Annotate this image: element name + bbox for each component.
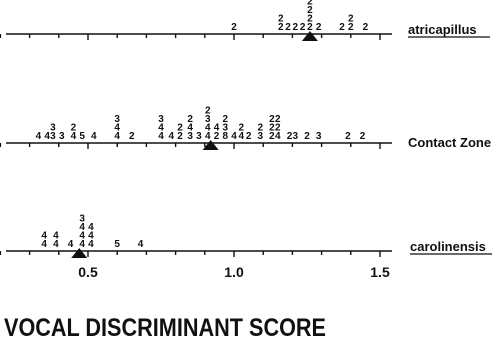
score-digit: 2 [231, 22, 237, 33]
score-digit: 4 [79, 239, 85, 250]
score-digit: 3 [205, 114, 211, 125]
score-digit: 4 [44, 131, 50, 142]
score-digit: 3 [257, 131, 263, 142]
score-digit: 2 [307, 5, 313, 16]
score-digit: 4 [88, 239, 94, 250]
x-tick-label: 1.0 [224, 264, 244, 280]
score-digit: 4 [158, 131, 164, 142]
score-digit: 4 [41, 239, 47, 250]
score-digit: 2 [348, 22, 354, 33]
score-digit: 2 [278, 22, 284, 33]
score-digit: 4 [168, 131, 174, 142]
score-digit: 2 [363, 22, 369, 33]
score-digit: 2 [129, 131, 135, 142]
score-digit: 2 [246, 131, 252, 142]
x-axis-title: VOCAL DISCRIMINANT SCORE [4, 314, 326, 342]
score-digit: 4 [68, 239, 74, 250]
score-digit: 4 [53, 231, 59, 242]
score-digit: 3 [222, 123, 228, 134]
score-digit: 2 [275, 114, 281, 125]
row-label: Contact Zone [408, 135, 491, 150]
row-label: atricapillus [408, 22, 477, 37]
score-digit: 3 [50, 131, 56, 142]
score-digit: 2 [239, 123, 245, 134]
score-digit: 3 [114, 114, 120, 125]
score-digit: 4 [53, 239, 59, 250]
mean-marker [301, 31, 318, 41]
score-digit: 2 [316, 22, 322, 33]
mean-marker [202, 140, 219, 150]
score-digit: 2 [71, 123, 77, 134]
score-digit: 2 [360, 131, 366, 142]
score-digit: 2 [293, 22, 299, 33]
score-digit: 8 [222, 131, 228, 142]
score-digit: 2 [275, 123, 281, 134]
score-digit: 4 [88, 231, 94, 242]
row-label: carolinensis [410, 239, 486, 254]
score-digit: 2 [304, 131, 310, 142]
score-digit: 4 [79, 222, 85, 233]
row-carolinensis: 644444444344454carolinensis [0, 214, 492, 258]
score-digit: 2 [300, 22, 306, 33]
x-axis-labels: 0.5 1.0 1.5 [78, 264, 390, 280]
score-digit: 2 [345, 131, 351, 142]
score-digit: 4 [205, 123, 211, 134]
score-digit: 2 [177, 123, 183, 134]
score-digit: 2 [187, 114, 193, 125]
score-digit: 4 [79, 231, 85, 242]
score-digit: 4 [114, 123, 120, 134]
score-digit: 3 [196, 131, 202, 142]
x-tick-label: 0.5 [78, 264, 98, 280]
score-digit: 2 [307, 14, 313, 25]
score-digit: 2 [222, 114, 228, 125]
score-digit: 3 [59, 131, 65, 142]
score-digit: 4 [231, 131, 237, 142]
score-digit: 4 [71, 131, 77, 142]
score-digit: 4 [239, 131, 245, 142]
score-digit: 4 [91, 131, 97, 142]
score-digit: 2 [339, 22, 345, 33]
score-digit: 2 [278, 14, 284, 25]
score-digit: 3 [187, 131, 193, 142]
x-tick-label: 1.5 [370, 264, 390, 280]
score-digit: 4 [275, 131, 281, 142]
score-digit: 3 [293, 131, 299, 142]
mean-marker [71, 248, 88, 258]
score-digit: 2 [177, 131, 183, 142]
score-digit: 2 [269, 123, 275, 134]
score-digit: 3 [158, 114, 164, 125]
score-digit: 4 [205, 131, 211, 142]
score-digit: 4 [158, 123, 164, 134]
score-digit: 4 [187, 123, 193, 134]
score-digit: 2 [257, 123, 263, 134]
score-digit: 3 [316, 131, 322, 142]
score-digit: 3 [79, 214, 85, 225]
score-digit: 5 [114, 239, 120, 250]
score-digit: 4 [114, 131, 120, 142]
score-digit: 4 [36, 131, 42, 142]
score-digit: 4 [88, 222, 94, 233]
score-digit: 4 [214, 123, 220, 134]
score-digit: 2 [269, 114, 275, 125]
score-digit: 2 [269, 131, 275, 142]
score-digit: 2 [307, 22, 313, 33]
score-digit: 2 [214, 131, 220, 142]
score-digit: 5 [79, 131, 85, 142]
score-digit: 4 [138, 239, 144, 250]
score-digit: 4 [41, 231, 47, 242]
score-digit: 2 [348, 14, 354, 25]
score-digit: 2 [307, 0, 313, 8]
score-digit: 2 [205, 106, 211, 117]
score-digit: 2 [287, 131, 293, 142]
score-digit: 3 [50, 123, 56, 134]
score-digit: 2 [285, 22, 291, 33]
